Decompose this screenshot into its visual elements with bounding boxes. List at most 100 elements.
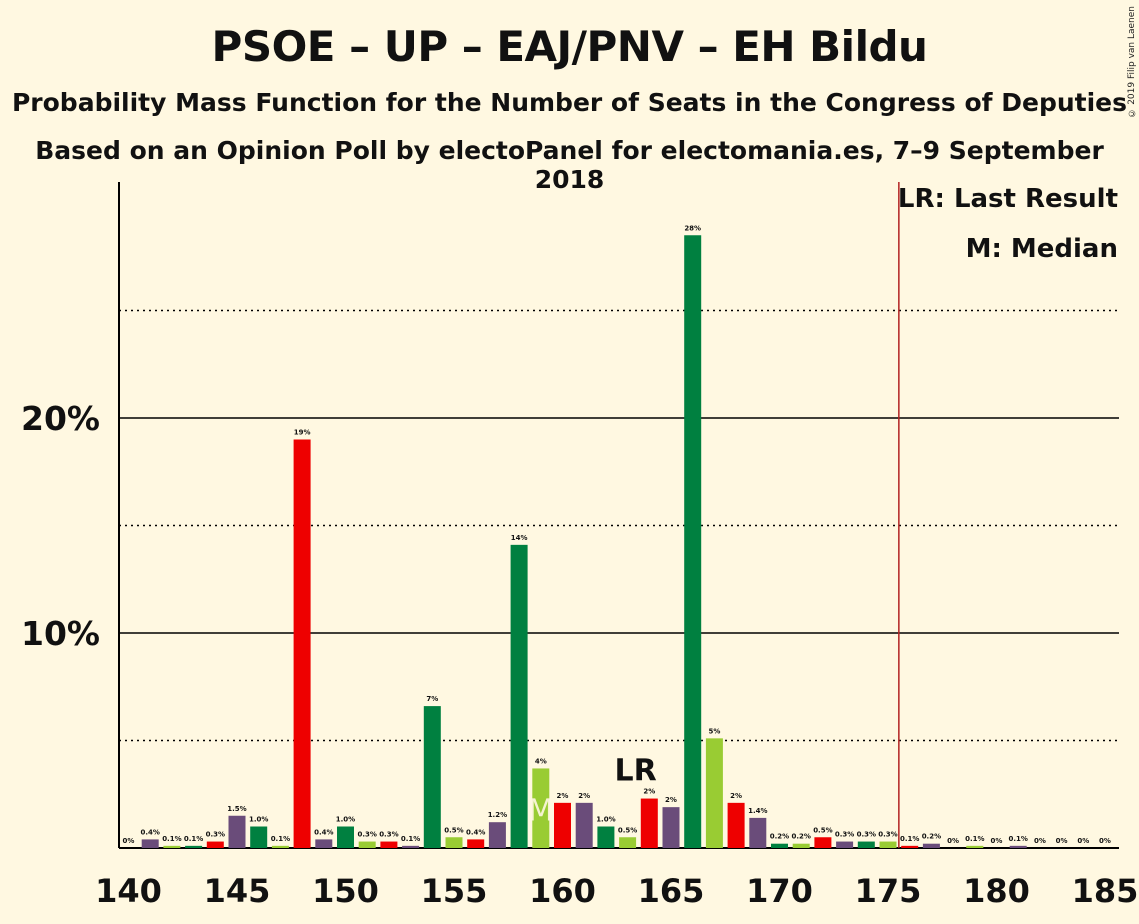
chart-subtitle: Probability Mass Function for the Number… (11, 88, 1128, 117)
bar-value-label: 0.2% (791, 833, 810, 841)
bar-value-label: 0.1% (900, 835, 919, 843)
bar-seat-174 (857, 841, 875, 848)
bar-seat-162 (597, 826, 615, 848)
bar-value-label: 0% (947, 837, 959, 845)
x-tick-label: 175 (855, 872, 922, 910)
bar-seat-161 (575, 802, 593, 848)
bar-value-label: 0% (1077, 837, 1089, 845)
bar-value-label: 0.4% (140, 828, 159, 836)
bar-value-label: 1.4% (748, 807, 767, 815)
bar-seat-146 (250, 826, 268, 848)
bar-value-label: 0.4% (314, 828, 333, 836)
bar-value-label: 0.1% (965, 835, 984, 843)
bar-seat-173 (836, 841, 854, 848)
y-tick-label: 10% (21, 614, 100, 653)
bar-value-label: 1.2% (488, 811, 507, 819)
y-tick-label: 20% (21, 399, 100, 438)
bar-seat-179 (966, 845, 984, 848)
x-tick-label: 155 (421, 872, 488, 910)
x-tick-label: 145 (204, 872, 271, 910)
bar-seat-154 (423, 706, 441, 848)
bar-seat-171 (792, 843, 810, 848)
bar-value-label: 0.3% (379, 831, 398, 839)
bar-seat-172 (814, 837, 832, 848)
bar-seat-176 (901, 845, 919, 848)
bar-seat-168 (727, 802, 745, 848)
x-tick-label: 165 (638, 872, 705, 910)
bar-value-label: 0.3% (878, 831, 897, 839)
bar-value-label: 0.5% (618, 826, 637, 834)
bar-seat-153 (402, 845, 420, 848)
bar-seat-164 (640, 798, 658, 848)
bar-seat-169 (749, 817, 767, 848)
bar-value-label: 0% (123, 837, 135, 845)
bar-value-label: 2% (665, 796, 677, 804)
bar-value-label: 0.3% (206, 831, 225, 839)
bar-value-label: 0.5% (444, 826, 463, 834)
chart-source-subtitle: Based on an Opinion Poll by electoPanel … (35, 136, 1104, 194)
bar-value-label: 0.3% (835, 831, 854, 839)
last-result-marker: LR (614, 754, 656, 789)
x-tick-label: 160 (529, 872, 596, 910)
bar-seat-148 (293, 439, 311, 848)
bar-seat-151 (358, 841, 376, 848)
x-tick-label: 140 (95, 872, 162, 910)
bar-value-label: 4% (535, 757, 547, 765)
bar-seat-181 (1009, 845, 1027, 848)
bar-seat-149 (315, 839, 333, 848)
median-marker: M (528, 793, 554, 828)
bar-value-label: 1.0% (336, 816, 355, 824)
bar-seat-150 (337, 826, 354, 848)
bar-seat-144 (206, 841, 224, 848)
bar-value-label: 0.2% (770, 833, 789, 841)
x-tick-label: 180 (963, 872, 1030, 910)
bar-value-label: 2% (643, 788, 655, 796)
bar-seat-175 (879, 841, 897, 848)
legend-median: M: Median (965, 234, 1118, 264)
bar-seat-152 (380, 841, 398, 848)
bar-value-label: 14% (511, 534, 528, 542)
bar-value-label: 1.0% (249, 816, 268, 824)
legend-last-result: LR: Last Result (897, 184, 1118, 214)
bar-value-label: 0.1% (1008, 835, 1027, 843)
bar-seat-170 (771, 843, 788, 848)
bar-seat-156 (467, 839, 485, 848)
bar-seat-158 (510, 544, 528, 848)
bar-seat-165 (662, 807, 680, 848)
bar-seat-143 (185, 845, 203, 848)
bar-value-label: 0.1% (401, 835, 420, 843)
bar-value-label: 0.4% (466, 828, 485, 836)
bar-value-label: 7% (426, 695, 438, 703)
x-tick-label: 150 (312, 872, 379, 910)
bar-value-label: 0.1% (184, 835, 203, 843)
bar-seat-141 (141, 839, 159, 848)
bar-seat-163 (619, 837, 637, 848)
bar-seat-166 (684, 235, 702, 848)
bar-value-label: 2% (578, 792, 590, 800)
bar-value-label: 0.5% (813, 826, 832, 834)
bar-value-label: 0% (1056, 837, 1068, 845)
bar-value-label: 0.3% (357, 831, 376, 839)
bar-seat-160 (554, 802, 571, 848)
bar-value-label: 1.5% (227, 805, 246, 813)
bar-value-label: 2% (557, 792, 569, 800)
bar-value-label: 0% (991, 837, 1003, 845)
bar-seat-177 (922, 843, 940, 848)
bar-value-label: 0.3% (857, 831, 876, 839)
bar-seat-147 (271, 845, 289, 848)
bar-seat-155 (445, 837, 463, 848)
x-tick-label: 170 (746, 872, 813, 910)
bar-value-label: 2% (730, 792, 742, 800)
bar-value-label: 1.0% (596, 816, 615, 824)
bar-seat-142 (163, 845, 181, 848)
bar-seat-157 (488, 822, 506, 848)
bar-value-label: 0.1% (162, 835, 181, 843)
bar-seat-167 (705, 738, 723, 848)
bar-seat-159 (532, 768, 550, 848)
bar-value-label: 0% (1099, 837, 1111, 845)
x-tick-label: 185 (1072, 872, 1139, 910)
chart-title: PSOE – UP – EAJ/PNV – EH Bildu (211, 22, 928, 71)
bar-value-label: 0% (1034, 837, 1046, 845)
bar-seat-145 (228, 815, 246, 848)
